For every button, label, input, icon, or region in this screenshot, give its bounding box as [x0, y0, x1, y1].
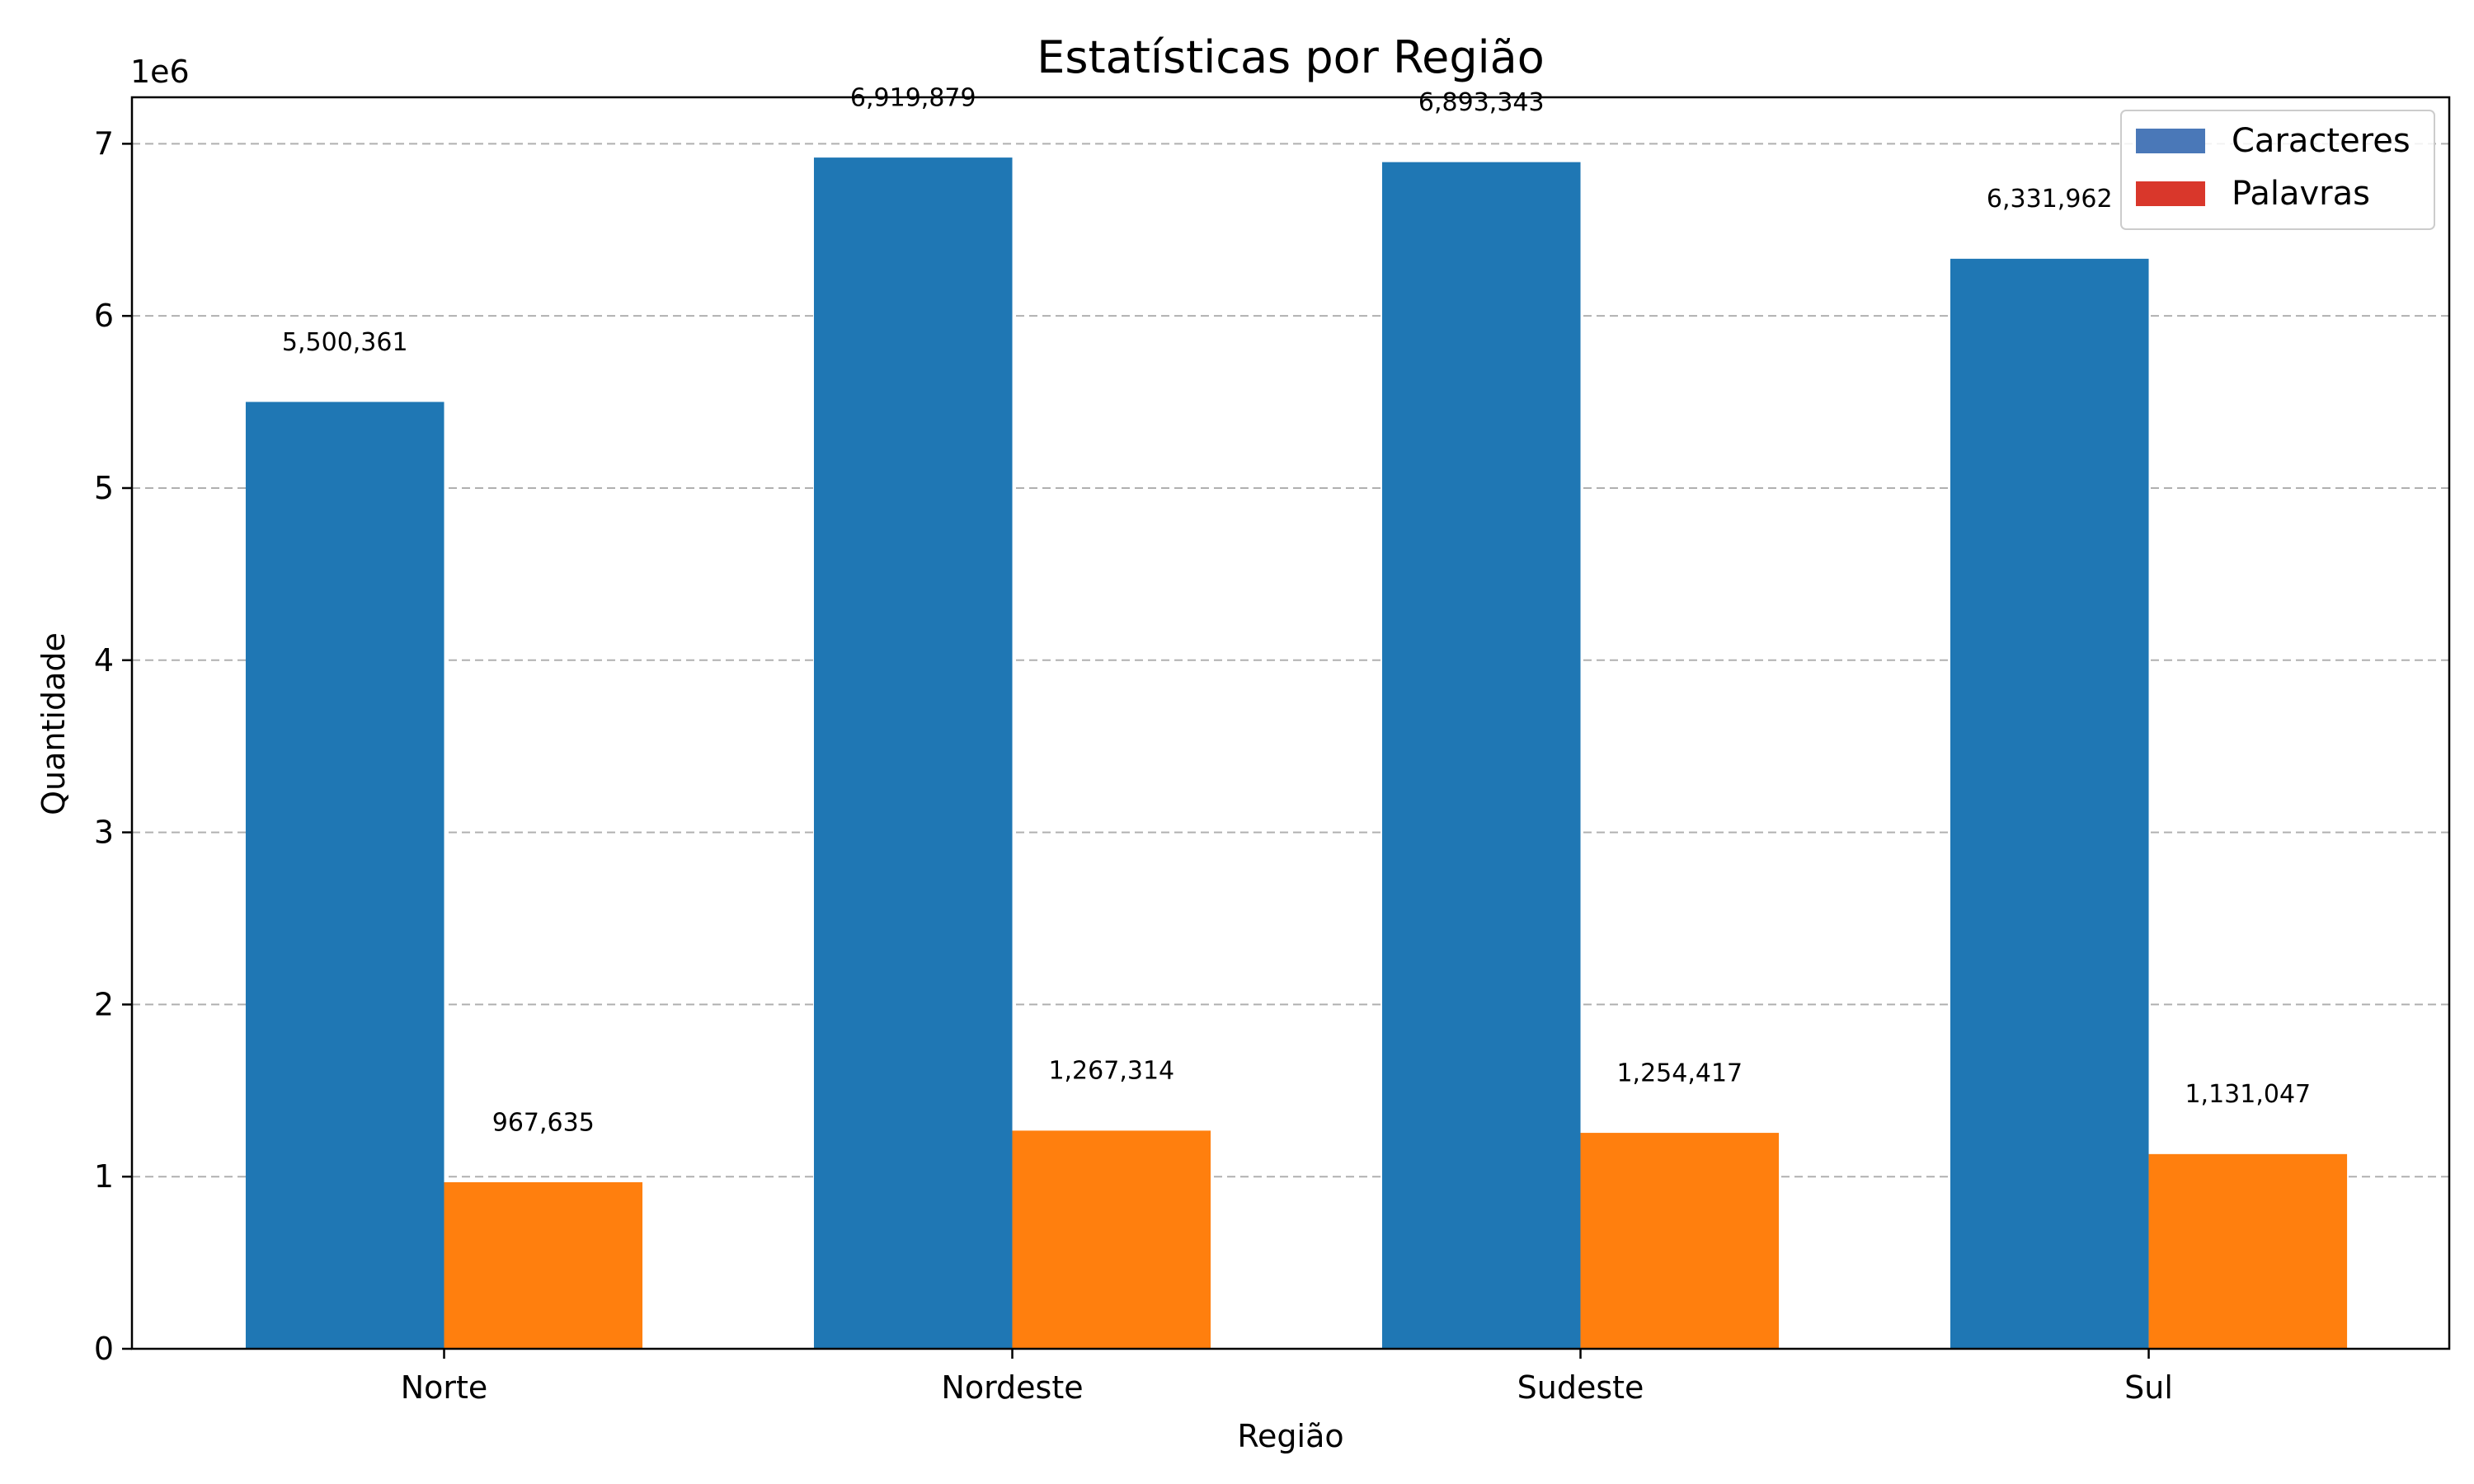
y-tick-label: 2 — [94, 986, 114, 1022]
bars — [245, 157, 2348, 1350]
data-label: 1,254,417 — [1616, 1059, 1743, 1087]
x-tick-label: Nordeste — [941, 1369, 1083, 1406]
data-label: 6,331,962 — [1987, 185, 2113, 214]
y-tick-label: 5 — [94, 470, 114, 506]
legend-label: Caracteres — [2232, 122, 2411, 160]
y-tick-label: 6 — [94, 298, 114, 334]
legend-swatch — [2136, 129, 2205, 153]
bar-palavras-sudeste — [1580, 1133, 1780, 1349]
data-label: 6,893,343 — [1418, 88, 1545, 117]
x-ticks: Norte Nordeste Sudeste Sul — [401, 1349, 2173, 1406]
bar-palavras-nordeste — [1012, 1130, 1211, 1349]
plot-frame — [130, 96, 2451, 1350]
y-tick-label: 4 — [94, 642, 114, 679]
y-tick-label: 3 — [94, 815, 114, 851]
data-label: 5,500,361 — [282, 328, 408, 357]
y-axis-label: Quantidade — [35, 632, 72, 815]
y-tick-label: 1 — [94, 1158, 114, 1195]
y-offset-label: 1e6 — [130, 54, 190, 90]
legend: Caracteres Palavras — [2120, 110, 2435, 230]
chart-title: Estatísticas por Região — [1037, 31, 1545, 83]
data-label: 1,267,314 — [1048, 1057, 1174, 1086]
x-tick-label: Sul — [2124, 1369, 2173, 1406]
x-tick-label: Norte — [401, 1369, 488, 1406]
x-axis-label: Região — [1237, 1418, 1343, 1454]
y-tick-label: 7 — [94, 125, 114, 162]
data-label: 1,131,047 — [2185, 1080, 2311, 1109]
x-tick-label: Sudeste — [1517, 1369, 1644, 1406]
legend-label: Palavras — [2232, 175, 2370, 213]
legend-swatch — [2136, 181, 2205, 206]
data-label: 967,635 — [492, 1108, 595, 1137]
bar-palavras-sul — [2148, 1153, 2348, 1349]
bar-caracteres-nordeste — [813, 157, 1013, 1349]
y-ticks: 0 1 2 3 4 5 6 7 — [94, 125, 132, 1367]
y-tick-label: 0 — [94, 1331, 114, 1367]
bar-caracteres-sudeste — [1381, 162, 1581, 1350]
bar-caracteres-sul — [1950, 258, 2149, 1349]
bar-palavras-norte — [444, 1181, 643, 1349]
bar-caracteres-norte — [245, 402, 444, 1349]
